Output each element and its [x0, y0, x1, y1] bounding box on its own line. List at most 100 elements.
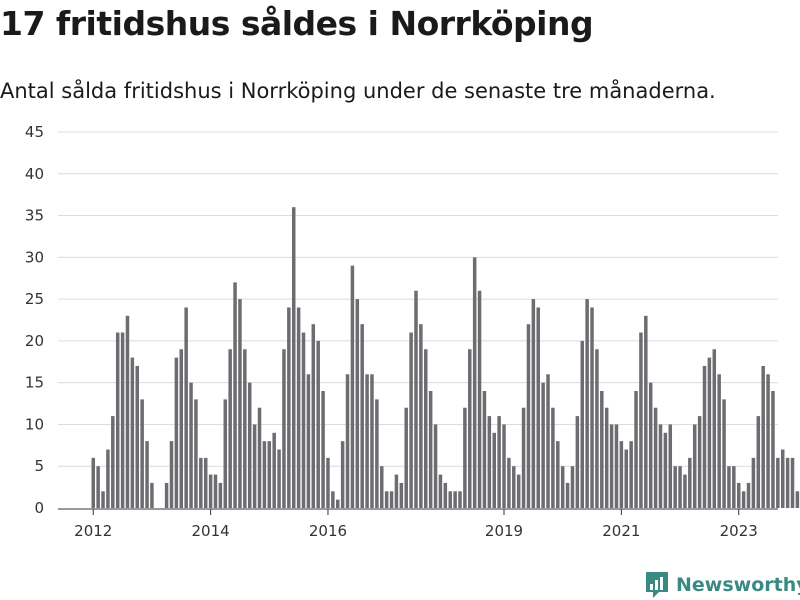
bar	[663, 432, 668, 508]
bar	[776, 457, 780, 508]
bar	[419, 324, 423, 508]
bar	[531, 299, 536, 508]
bar	[243, 349, 247, 508]
bar	[536, 307, 540, 508]
bar	[316, 340, 320, 508]
bar	[502, 424, 506, 508]
bar	[404, 407, 408, 508]
bar	[208, 474, 213, 508]
y-tick-label-30: 30	[25, 248, 44, 266]
bar	[145, 441, 149, 508]
bar	[766, 374, 770, 508]
bar	[521, 407, 526, 508]
bar	[771, 391, 775, 508]
bar	[174, 357, 179, 508]
x-tick-label-2014: 2014	[192, 522, 230, 540]
x-tick-label-2016: 2016	[309, 522, 347, 540]
bar	[213, 474, 218, 508]
bar	[560, 466, 565, 508]
bar	[101, 491, 105, 508]
bar	[590, 307, 594, 508]
bar	[199, 457, 203, 508]
bar	[624, 449, 629, 508]
y-tick-label-15: 15	[25, 374, 44, 392]
bar	[223, 399, 228, 508]
bar	[609, 424, 614, 508]
y-tick-label-0: 0	[34, 499, 44, 517]
bar	[487, 416, 492, 508]
bar	[150, 482, 154, 508]
bar	[673, 466, 677, 508]
bar	[301, 332, 306, 508]
bar	[477, 290, 482, 508]
bar	[326, 457, 330, 508]
bar	[331, 491, 335, 508]
bar	[556, 441, 560, 508]
x-tick-label-2023: 2023	[720, 522, 758, 540]
bar	[492, 432, 496, 508]
bar	[247, 382, 252, 508]
bar	[546, 374, 550, 508]
bar	[164, 482, 169, 508]
bar	[595, 349, 599, 508]
bar	[96, 466, 100, 508]
chart-subtitle: Antal sålda fritidshus i Norrköping unde…	[0, 79, 716, 103]
bar	[238, 299, 242, 508]
bar	[751, 457, 756, 508]
bar	[746, 482, 751, 508]
bar	[497, 416, 501, 508]
bar	[512, 466, 516, 508]
bar	[482, 391, 487, 508]
bar	[380, 466, 384, 508]
bar	[111, 416, 115, 508]
bar	[267, 441, 272, 508]
bar	[692, 424, 697, 508]
bar	[345, 374, 350, 508]
bar	[228, 349, 232, 508]
bar	[463, 407, 467, 508]
bar	[712, 349, 717, 508]
y-gridlines	[58, 131, 778, 467]
x-tick-label-2019: 2019	[485, 522, 523, 540]
bar	[658, 424, 663, 508]
bar	[135, 365, 140, 508]
bar	[702, 365, 707, 508]
bar	[780, 449, 785, 508]
bar	[516, 474, 521, 508]
x-tick-label-2021: 2021	[602, 522, 640, 540]
bar	[336, 499, 340, 508]
bar	[433, 424, 438, 508]
y-tick-label-20: 20	[25, 332, 44, 350]
bar	[443, 482, 448, 508]
bar	[384, 491, 389, 508]
bar	[468, 349, 472, 508]
bar	[741, 491, 746, 508]
bar	[115, 332, 120, 508]
bar	[697, 416, 702, 508]
chart-title: 17 fritidshus såldes i Norrköping	[0, 4, 594, 43]
bar	[321, 391, 325, 508]
bar	[360, 324, 364, 508]
bar	[717, 374, 721, 508]
y-tick-label-40: 40	[25, 165, 44, 183]
bar	[634, 391, 638, 508]
bar	[350, 265, 355, 508]
bar	[619, 441, 624, 508]
bar	[424, 349, 428, 508]
bar	[551, 407, 555, 508]
bar	[507, 457, 511, 508]
bar	[203, 457, 208, 508]
y-tick-label-25: 25	[25, 290, 44, 308]
bar	[732, 466, 736, 508]
bar	[448, 491, 452, 508]
y-tick-label-10: 10	[25, 415, 44, 433]
bar	[678, 466, 682, 508]
bar	[218, 482, 223, 508]
bar	[262, 441, 267, 508]
bar	[414, 290, 418, 508]
bar	[648, 382, 653, 508]
y-axis-tick-labels: 0 5 10 15 20 25 30 35 40 45	[25, 123, 44, 517]
bar	[541, 382, 545, 508]
bar	[585, 299, 589, 508]
bar	[355, 299, 360, 508]
